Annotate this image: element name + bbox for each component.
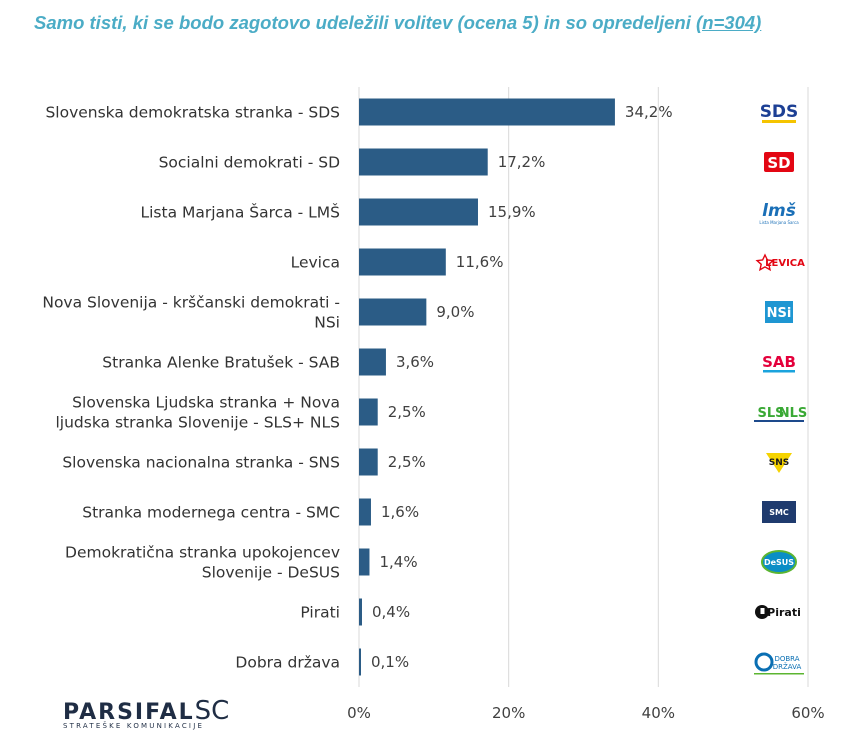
dobra-logo-text: DOBRA: [774, 655, 799, 663]
sd-logo: SD: [764, 152, 794, 172]
sab-logo-stripe: [763, 370, 795, 373]
x-tick-label: 40%: [642, 704, 675, 722]
levica-logo: LEVICA: [755, 253, 805, 272]
brand-name: PARSIFALSC: [63, 696, 229, 726]
category-label: Demokratična stranka upokojencev: [65, 544, 340, 562]
value-label: 1,6%: [381, 503, 419, 521]
category-label: Slovenska demokratska stranka - SDS: [45, 104, 340, 122]
x-axis-ticks: 0% 20% 40% 60%: [347, 704, 825, 722]
value-label: 3,6%: [396, 353, 434, 371]
category-label: Stranka Alenke Bratušek - SAB: [102, 354, 340, 372]
smc-logo-text: SMC: [769, 508, 789, 517]
x-tick-label: 0%: [347, 704, 371, 722]
category-label: Levica: [291, 254, 340, 272]
bar: [359, 398, 378, 426]
sns-logo-text: SNS: [769, 458, 790, 468]
desus-logo-oval: [761, 550, 797, 574]
category-label: ljudska stranka Slovenije - SLS+ NLS: [55, 414, 340, 432]
value-label: 1,4%: [379, 553, 417, 571]
value-label: 11,6%: [456, 253, 504, 271]
value-label: 34,2%: [625, 103, 673, 121]
value-label: 15,9%: [488, 203, 536, 221]
sls-logo-text: SLS: [757, 406, 784, 421]
bar: [359, 298, 427, 326]
star-icon: [755, 253, 775, 272]
value-labels: 34,2% 17,2% 15,9% 11,6% 9,0% 3,6% 2,5% 2,5% 1,6%…: [371, 103, 673, 671]
value-label: 0,4%: [372, 603, 410, 621]
triangle-icon: [766, 453, 792, 473]
sab-logo-text: SAB: [762, 353, 796, 371]
brand-suffix: SC: [194, 696, 230, 726]
bar: [359, 198, 478, 226]
bar: [359, 448, 378, 476]
x-tick-label: 60%: [791, 704, 824, 722]
sd-logo-box: [764, 152, 794, 172]
value-label: 0,1%: [371, 653, 409, 671]
bar: [359, 598, 362, 626]
category-label: NSi: [314, 314, 340, 332]
sd-logo-text: SD: [767, 154, 790, 172]
chart-title-main: Samo tisti, ki se bodo zagotovo udeležil…: [34, 12, 697, 33]
chart-title: Samo tisti, ki se bodo zagotovo udeležil…: [34, 12, 761, 34]
nsi-logo-box: [765, 301, 793, 323]
bars: [359, 98, 615, 676]
drzava-logo-text: DRŽAVA: [773, 662, 802, 671]
bar: [359, 548, 370, 576]
sns-logo: SNS: [766, 453, 792, 473]
sds-logo-text: SDS: [760, 102, 799, 122]
bar: [359, 248, 446, 276]
sds-logo: SDS: [760, 102, 799, 123]
grid-lines: [358, 87, 809, 687]
category-label: Pirati: [300, 604, 340, 622]
category-label: Lista Marjana Šarca - LMŠ: [140, 203, 340, 222]
dobra-drzava-logo-stripe: [754, 673, 804, 675]
lms-logo-text: lmš: [762, 201, 796, 221]
nsi-logo-text: NSi: [767, 306, 792, 321]
brand-tagline: STRATEŠKE KOMUNIKACIJE: [63, 722, 205, 730]
brand-name-main: PARSIFAL: [63, 700, 195, 725]
smc-logo-box: [762, 501, 796, 523]
desus-logo: DeSUS: [761, 550, 797, 574]
pirate-flag-mark: [760, 608, 765, 614]
category-label: Slovenije - DeSUS: [202, 564, 340, 582]
value-label: 2,5%: [388, 453, 426, 471]
category-label: Slovenska nacionalna stranka - SNS: [62, 454, 340, 472]
lms-logo-subtext: Lista Marjana Šarca: [759, 220, 799, 225]
bar: [359, 98, 615, 126]
nls-logo-text: NLS: [779, 406, 808, 421]
bar: [359, 498, 371, 526]
sample-size-link[interactable]: (n=304): [696, 12, 762, 33]
desus-logo-text: DeSUS: [764, 558, 794, 567]
category-label: Slovenska Ljudska stranka + Nova: [72, 394, 340, 412]
levica-logo-text: LEVICA: [765, 258, 805, 269]
dobra-drzava-icon: [754, 652, 774, 672]
category-label: Stranka modernega centra - SMC: [82, 504, 340, 522]
sls-nls-logo-stripe: [754, 420, 804, 422]
value-label: 17,2%: [498, 153, 546, 171]
sab-logo: SAB: [762, 353, 796, 373]
nsi-logo: NSi: [765, 301, 793, 323]
smc-logo: SMC: [762, 501, 796, 523]
value-label: 2,5%: [388, 403, 426, 421]
parsifal-logo: PARSIFALSC STRATEŠKE KOMUNIKACIJE: [63, 696, 229, 730]
pirati-logo-text: Pirati: [767, 606, 801, 619]
bar: [359, 648, 361, 676]
category-label: Nova Slovenija - krščanski demokrati -: [42, 294, 340, 312]
category-label: Socialni demokrati - SD: [159, 154, 340, 172]
pirati-logo: Pirati: [755, 605, 801, 619]
sds-logo-stripe: [762, 120, 796, 123]
bar: [359, 348, 386, 376]
value-label: 9,0%: [436, 303, 474, 321]
category-label: Dobra država: [235, 654, 340, 672]
category-labels: Slovenska demokratska stranka - SDS Socia…: [42, 104, 340, 672]
bar: [359, 148, 488, 176]
x-tick-label: 20%: [492, 704, 525, 722]
